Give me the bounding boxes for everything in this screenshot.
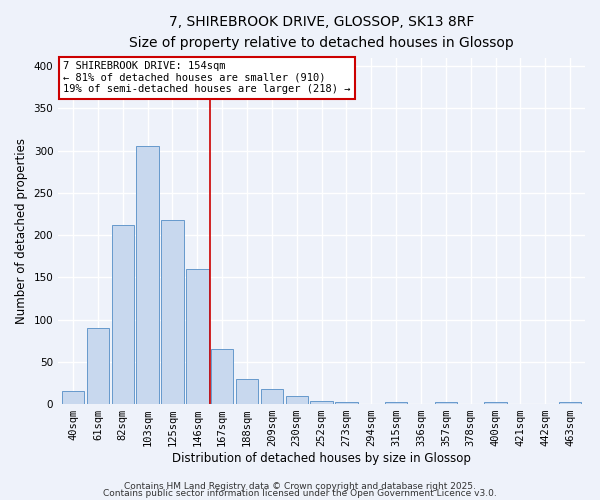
Bar	[434, 402, 457, 404]
Bar	[335, 402, 358, 404]
X-axis label: Distribution of detached houses by size in Glossop: Distribution of detached houses by size …	[172, 452, 471, 465]
Bar	[286, 396, 308, 404]
Text: 7 SHIREBROOK DRIVE: 154sqm
← 81% of detached houses are smaller (910)
19% of sem: 7 SHIREBROOK DRIVE: 154sqm ← 81% of deta…	[64, 61, 351, 94]
Text: Contains public sector information licensed under the Open Government Licence v3: Contains public sector information licen…	[103, 490, 497, 498]
Bar	[186, 269, 209, 404]
Bar	[559, 402, 581, 404]
Bar	[62, 392, 84, 404]
Bar	[112, 225, 134, 404]
Bar	[211, 349, 233, 404]
Bar	[260, 389, 283, 404]
Title: 7, SHIREBROOK DRIVE, GLOSSOP, SK13 8RF
Size of property relative to detached hou: 7, SHIREBROOK DRIVE, GLOSSOP, SK13 8RF S…	[129, 15, 514, 50]
Bar	[310, 400, 333, 404]
Bar	[161, 220, 184, 404]
Y-axis label: Number of detached properties: Number of detached properties	[15, 138, 28, 324]
Bar	[136, 146, 159, 404]
Bar	[87, 328, 109, 404]
Bar	[236, 378, 258, 404]
Bar	[385, 402, 407, 404]
Text: Contains HM Land Registry data © Crown copyright and database right 2025.: Contains HM Land Registry data © Crown c…	[124, 482, 476, 491]
Bar	[484, 402, 507, 404]
